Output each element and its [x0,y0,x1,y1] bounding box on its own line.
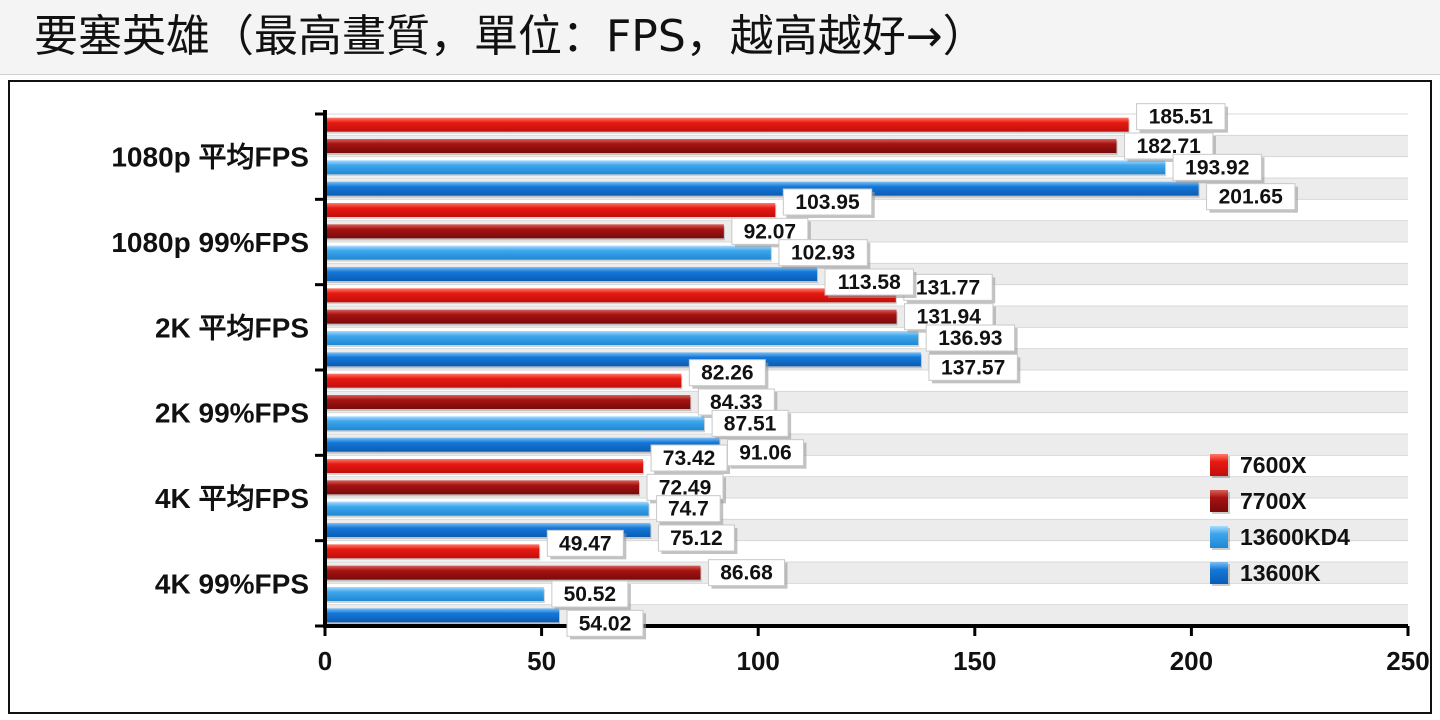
data-label: 131.94 [917,306,982,329]
data-label: 193.92 [1185,156,1249,179]
category-label: 1080p 99%FPS [111,227,309,258]
x-tick-label: 150 [953,646,996,676]
legend: 7600X 7700X 13600KD4 13600K [1210,452,1350,586]
data-label: 131.77 [916,276,980,299]
bar [325,416,705,431]
data-label-box [711,409,789,437]
x-tick-label: 50 [527,646,556,676]
data-label-box [1206,183,1296,211]
data-label: 86.68 [720,562,773,585]
legend-swatch [1210,454,1228,476]
data-label: 72.49 [659,476,712,499]
bar [325,245,771,260]
bar [325,437,720,452]
data-label: 201.65 [1219,186,1284,209]
title-bar: 要塞英雄（最高畫質，單位：FPS，越高越好→） [0,0,1440,75]
data-label-box [566,609,644,637]
data-label-box [688,359,766,387]
data-label: 50.52 [564,583,617,606]
data-label-box [1136,103,1226,131]
bar [325,501,649,516]
bars [325,117,1200,625]
data-label: 92.07 [744,220,797,243]
legend-swatch [1210,562,1228,584]
data-label: 54.02 [579,612,632,635]
data-label-box [782,188,873,216]
legend-label: 13600KD4 [1240,524,1350,550]
data-label-box [726,439,804,467]
bar [325,459,644,473]
data-label: 75.12 [670,527,723,550]
legend-swatch [1210,490,1228,512]
bar [325,267,818,281]
data-label: 113.58 [838,271,901,294]
data-label: 185.51 [1149,106,1214,129]
bar [325,373,682,388]
bar [325,160,1166,175]
data-label-box [657,524,735,552]
bar [325,203,776,217]
bar [325,117,1129,132]
chart-title: 要塞英雄（最高畫質，單位：FPS，越高越好→） [34,11,987,62]
data-label-box [546,529,624,557]
axes: 0 50 100 150 200 250 1080p 平均FPS 1080p 99%FPS 2K… [111,110,1430,676]
data-label: 49.47 [559,532,612,555]
category-label: 2K 99%FPS [155,398,309,429]
bar [325,309,897,324]
bar [325,565,701,580]
data-label-box [650,444,728,472]
bar [325,288,896,303]
data-label-box [656,495,721,523]
data-label: 136.93 [938,327,1002,350]
bar [325,331,919,345]
data-label-box [551,580,629,608]
x-tick-label: 100 [737,646,780,676]
data-label-box [1172,153,1262,181]
data-label-box [925,324,1016,352]
legend-label: 7700X [1240,488,1307,514]
data-label-box [903,273,993,301]
legend-label: 13600K [1240,560,1321,586]
data-label: 103.95 [795,191,860,214]
data-label: 73.42 [663,447,716,470]
data-label: 87.51 [724,412,777,435]
data-label: 91.06 [739,442,792,465]
category-label: 4K 平均FPS [155,483,309,514]
data-label: 137.57 [941,356,1005,379]
data-label: 182.71 [1137,135,1202,158]
bar [325,544,540,559]
bar [325,587,544,601]
bar [325,395,691,409]
data-label: 82.26 [701,362,754,385]
bar [325,608,560,623]
x-tick-label: 250 [1386,646,1429,676]
legend-label: 7600X [1240,452,1307,478]
data-label-box [707,559,785,587]
data-label: 74.7 [668,498,709,521]
x-tick-label: 200 [1170,646,1213,676]
chart-frame: 0 50 100 150 200 250 1080p 平均FPS 1080p 99%FPS 2K… [8,80,1432,714]
data-label-box [824,268,914,296]
bar [325,352,921,367]
category-label: 1080p 平均FPS [111,142,309,173]
data-labels: 185.51 103.95 131.77 82.26 73.42 49.47 182.71 9… [546,103,1298,640]
x-tick-label: 0 [318,646,332,676]
bar [325,480,640,495]
data-label-box [928,353,1018,381]
bar [325,224,724,239]
category-label: 4K 99%FPS [155,568,309,599]
bar-chart: 0 50 100 150 200 250 1080p 平均FPS 1080p 99%FPS 2K… [111,103,1430,676]
bar [325,139,1117,153]
bar [325,181,1199,196]
data-label: 84.33 [710,391,763,414]
data-label: 102.93 [791,242,855,265]
legend-swatch [1210,526,1228,548]
category-label: 2K 平均FPS [155,312,309,343]
data-label-box [778,239,868,267]
